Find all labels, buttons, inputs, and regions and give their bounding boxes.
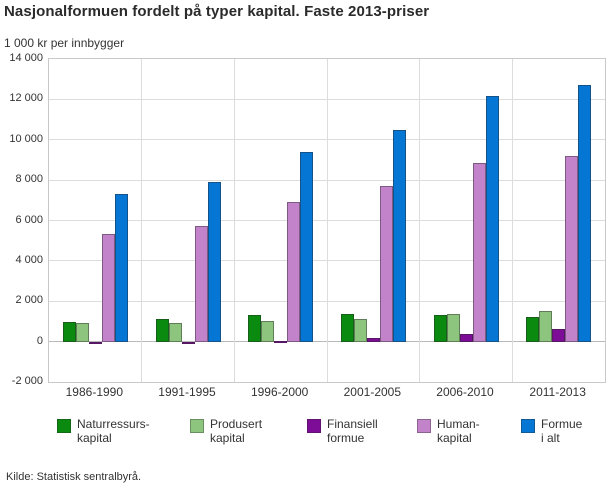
bar-naturressurskapital-2011-2013 [526, 317, 539, 342]
bar-naturressurskapital-1986-1990 [63, 322, 76, 342]
bar-naturressurskapital-1991-1995 [156, 319, 169, 342]
legend-swatch-icon [417, 419, 431, 433]
bar-humankapital-2001-2005 [380, 186, 393, 342]
bar-produsert-kapital-1986-1990 [76, 323, 89, 342]
bar-humankapital-1991-1995 [195, 225, 208, 342]
x-tick-label: 1986-1990 [65, 385, 124, 399]
bar-humankapital-2011-2013 [565, 155, 578, 342]
bar-produsert-kapital-1996-2000 [261, 321, 274, 342]
bar-formue-i-alt-1986-1990 [115, 194, 128, 342]
bar-humankapital-1996-2000 [287, 202, 300, 342]
bar-formue-i-alt-2001-2005 [393, 129, 406, 342]
legend-label: Human-kapital [437, 417, 480, 445]
y-tick-label: 0 [36, 334, 43, 347]
x-tick-label: 2006-2010 [436, 385, 494, 399]
bar-finansiell-formue-1986-1990 [89, 341, 102, 344]
legend-swatch-icon [307, 419, 321, 433]
gridline [326, 59, 328, 382]
bar-produsert-kapital-2001-2005 [354, 319, 367, 342]
gridline [141, 59, 143, 382]
bar-formue-i-alt-1996-2000 [300, 151, 313, 342]
x-tick-label: 1991-1995 [158, 385, 216, 399]
chart-title: Nasjonalformuen fordelt på typer kapital… [4, 3, 430, 20]
legend-swatch-icon [190, 419, 204, 433]
y-tick-label: 8 000 [15, 173, 43, 186]
gridline [419, 59, 421, 382]
x-tick-label: 2011-2013 [529, 385, 586, 399]
bar-humankapital-1986-1990 [102, 233, 115, 342]
gridline [511, 59, 513, 382]
x-tick-label: 1996-2000 [250, 385, 309, 399]
bar-formue-i-alt-2006-2010 [486, 96, 499, 342]
bar-naturressurskapital-2001-2005 [341, 314, 354, 342]
bar-produsert-kapital-1991-1995 [169, 323, 182, 342]
source-note: Kilde: Statistisk sentralbyrå. [6, 471, 142, 483]
bar-finansiell-formue-1996-2000 [274, 340, 287, 343]
legend-swatch-icon [57, 419, 71, 433]
y-tick-label: 2 000 [15, 294, 43, 307]
y-tick-label: 6 000 [15, 213, 43, 226]
legend-label: Formue i alt [541, 417, 583, 445]
y-tick-label: 14 000 [9, 52, 43, 64]
bar-finansiell-formue-2001-2005 [367, 337, 380, 342]
plot-area [48, 58, 606, 383]
bar-finansiell-formue-2006-2010 [460, 333, 473, 342]
legend-label: Naturressurs-kapital [77, 417, 150, 445]
bar-finansiell-formue-1991-1995 [182, 341, 195, 344]
y-tick-label: -2 000 [11, 375, 43, 387]
bar-humankapital-2006-2010 [473, 162, 486, 342]
bar-naturressurskapital-1996-2000 [248, 315, 261, 342]
y-tick-label: 10 000 [9, 132, 43, 145]
chart-unit-label: 1 000 kr per innbygger [4, 36, 125, 50]
bar-naturressurskapital-2006-2010 [434, 315, 447, 342]
legend-label: Finansiell formue [327, 417, 378, 445]
gridline [233, 59, 235, 382]
legend-swatch-icon [521, 419, 535, 433]
bar-produsert-kapital-2006-2010 [447, 314, 460, 342]
bar-produsert-kapital-2011-2013 [539, 311, 552, 342]
bar-formue-i-alt-2011-2013 [578, 85, 591, 342]
bar-formue-i-alt-1991-1995 [208, 182, 221, 342]
y-tick-label: 12 000 [9, 92, 43, 105]
bar-finansiell-formue-2011-2013 [552, 328, 565, 342]
x-tick-label: 2001-2005 [343, 385, 402, 399]
y-tick-label: 4 000 [15, 253, 43, 266]
legend-label: Produsert kapital [210, 417, 263, 445]
